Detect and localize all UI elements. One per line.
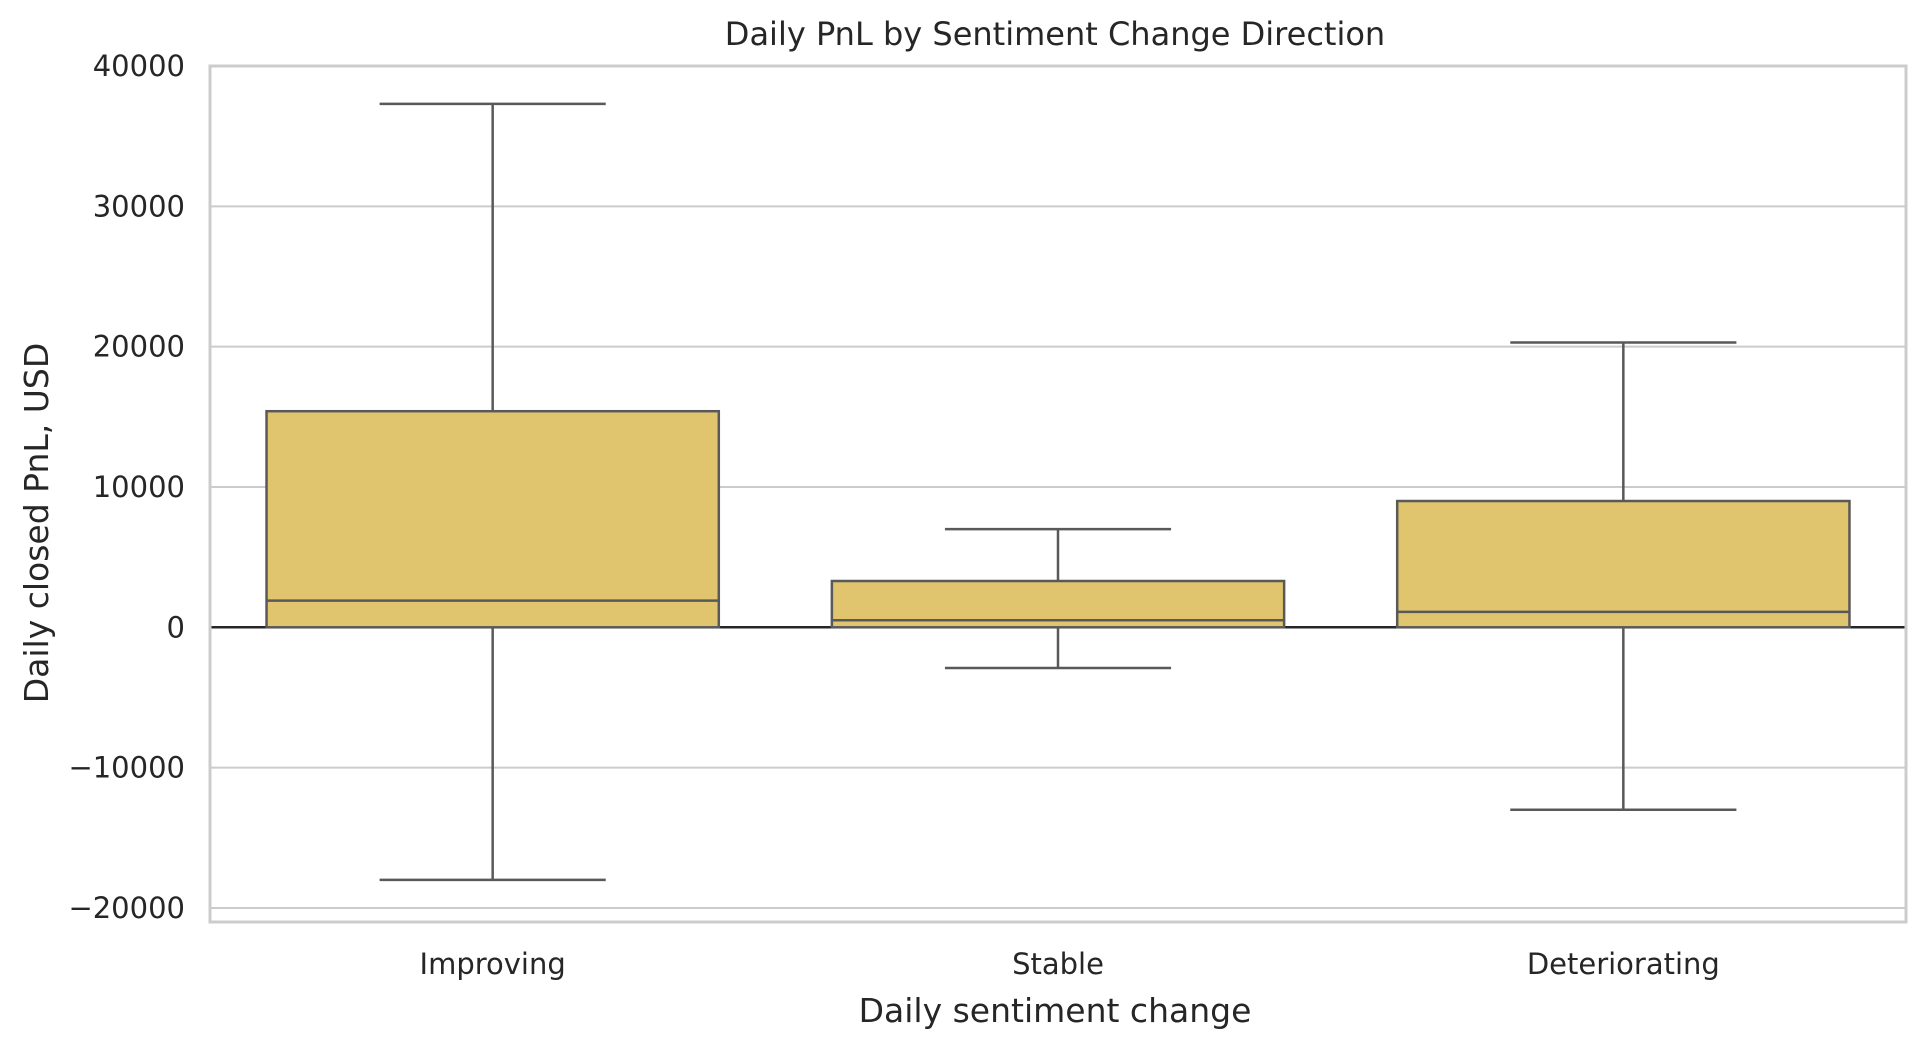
box-deteriorating — [1395, 341, 1851, 811]
iqr-box-deteriorating — [1395, 499, 1851, 629]
y-tick-label: 0 — [167, 610, 185, 644]
box-series — [265, 102, 1851, 882]
plot-frame — [208, 64, 1908, 924]
y-tick-label: −10000 — [68, 751, 185, 785]
y-tick-label: −20000 — [68, 891, 185, 925]
x-axis-label: Daily sentiment change — [859, 991, 1252, 1030]
box-improving — [265, 102, 721, 882]
x-tick-label-stable: Stable — [1012, 947, 1104, 981]
y-tick-label: 30000 — [93, 189, 185, 223]
x-axis-ticks: Improving Stable Deteriorating — [420, 947, 1720, 981]
chart-title: Daily PnL by Sentiment Change Direction — [725, 15, 1385, 53]
y-tick-label: 20000 — [93, 330, 185, 364]
y-tick-label: 40000 — [93, 49, 185, 83]
x-tick-label-deteriorating: Deteriorating — [1527, 947, 1720, 981]
iqr-box-improving — [265, 409, 721, 629]
box-stable — [830, 527, 1286, 670]
y-axis-ticks: −20000 −10000 0 10000 20000 30000 40000 — [68, 49, 185, 925]
y-axis-label: Daily closed PnL, USD — [17, 343, 56, 704]
x-tick-label-improving: Improving — [420, 947, 566, 981]
y-tick-label: 10000 — [93, 470, 185, 504]
